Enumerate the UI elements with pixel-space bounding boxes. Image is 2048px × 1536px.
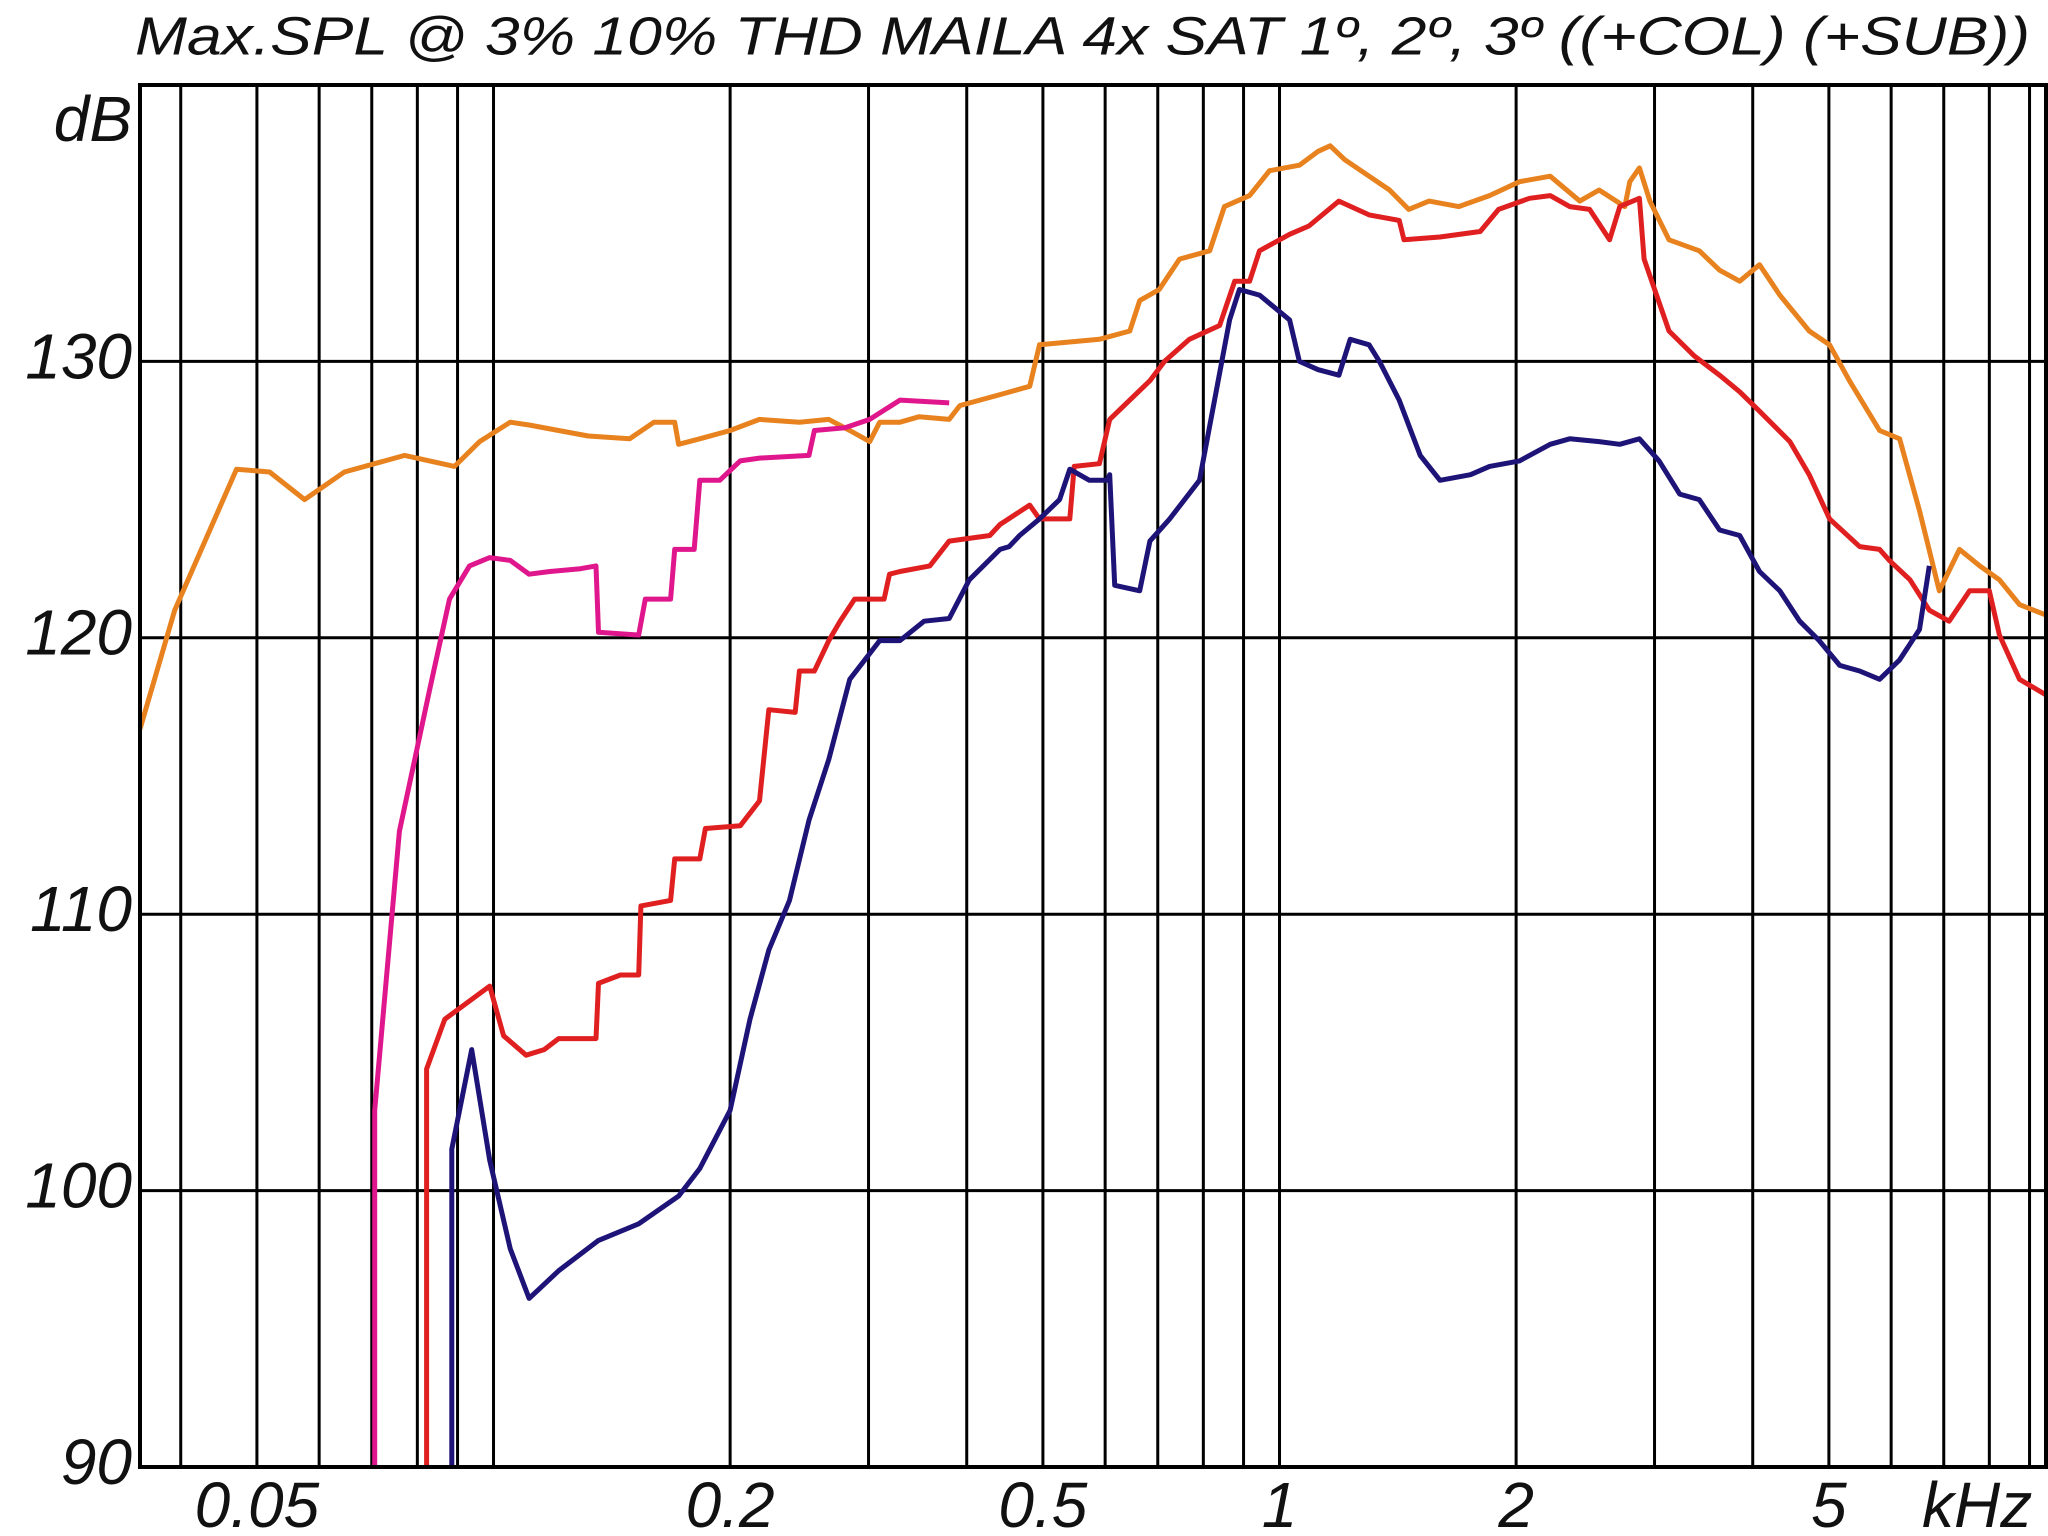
x-tick-label: 0.5	[998, 1469, 1087, 1536]
y-tick-label: 110	[30, 873, 132, 945]
x-tick-label: 2	[1497, 1469, 1534, 1536]
axis-labels: 90 100 110 120 130 0.05 0.2 0.5 1 2 5	[25, 320, 1847, 1536]
plot-frame	[138, 83, 2048, 1469]
series-line	[424, 193, 2048, 1467]
plot-lines	[140, 143, 2048, 1467]
y-tick-label: 100	[25, 1150, 132, 1222]
y-tick-label: 90	[61, 1426, 133, 1498]
chart-title: Max.SPL @ 3% 10% THD MAILA 4x SAT 1º, 2º…	[135, 6, 2030, 66]
y-unit: dB	[54, 83, 132, 155]
y-tick-label: 120	[25, 597, 132, 669]
x-tick-label: 0.2	[686, 1469, 775, 1536]
x-tick-label: 1	[1262, 1469, 1298, 1536]
series-line	[372, 397, 950, 1467]
x-unit: kHz	[1922, 1469, 2032, 1536]
x-tick-label: 5	[1811, 1469, 1847, 1536]
series-line	[449, 287, 1932, 1467]
series-line	[140, 143, 2048, 730]
x-tick-label: 0.05	[195, 1469, 320, 1536]
y-tick-label: 130	[25, 320, 132, 392]
